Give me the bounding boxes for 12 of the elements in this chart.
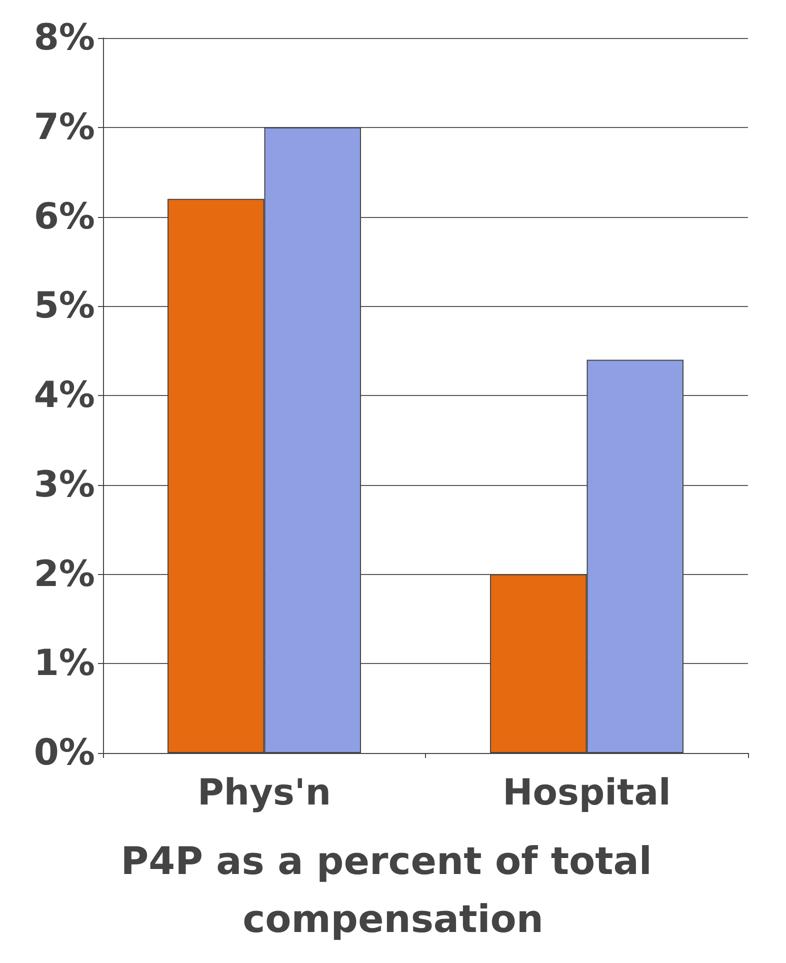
y-tick-label: 3% bbox=[34, 464, 95, 506]
y-tick-label: 5% bbox=[34, 286, 95, 327]
y-tick-label: 4% bbox=[34, 375, 95, 416]
y-tick-label: 1% bbox=[34, 643, 95, 684]
x-tick-label: Phys'n bbox=[197, 772, 332, 814]
x-axis-title: P4P as a percent of total compensation bbox=[120, 839, 666, 941]
y-tick-label: 6% bbox=[34, 196, 95, 238]
y-tick-label: 2% bbox=[34, 554, 95, 595]
x-tick-label: Hospital bbox=[502, 772, 671, 814]
y-tick-label: 7% bbox=[34, 106, 95, 148]
y-tick-label: 8% bbox=[34, 18, 95, 58]
y-tick-label: 0% bbox=[34, 732, 95, 774]
